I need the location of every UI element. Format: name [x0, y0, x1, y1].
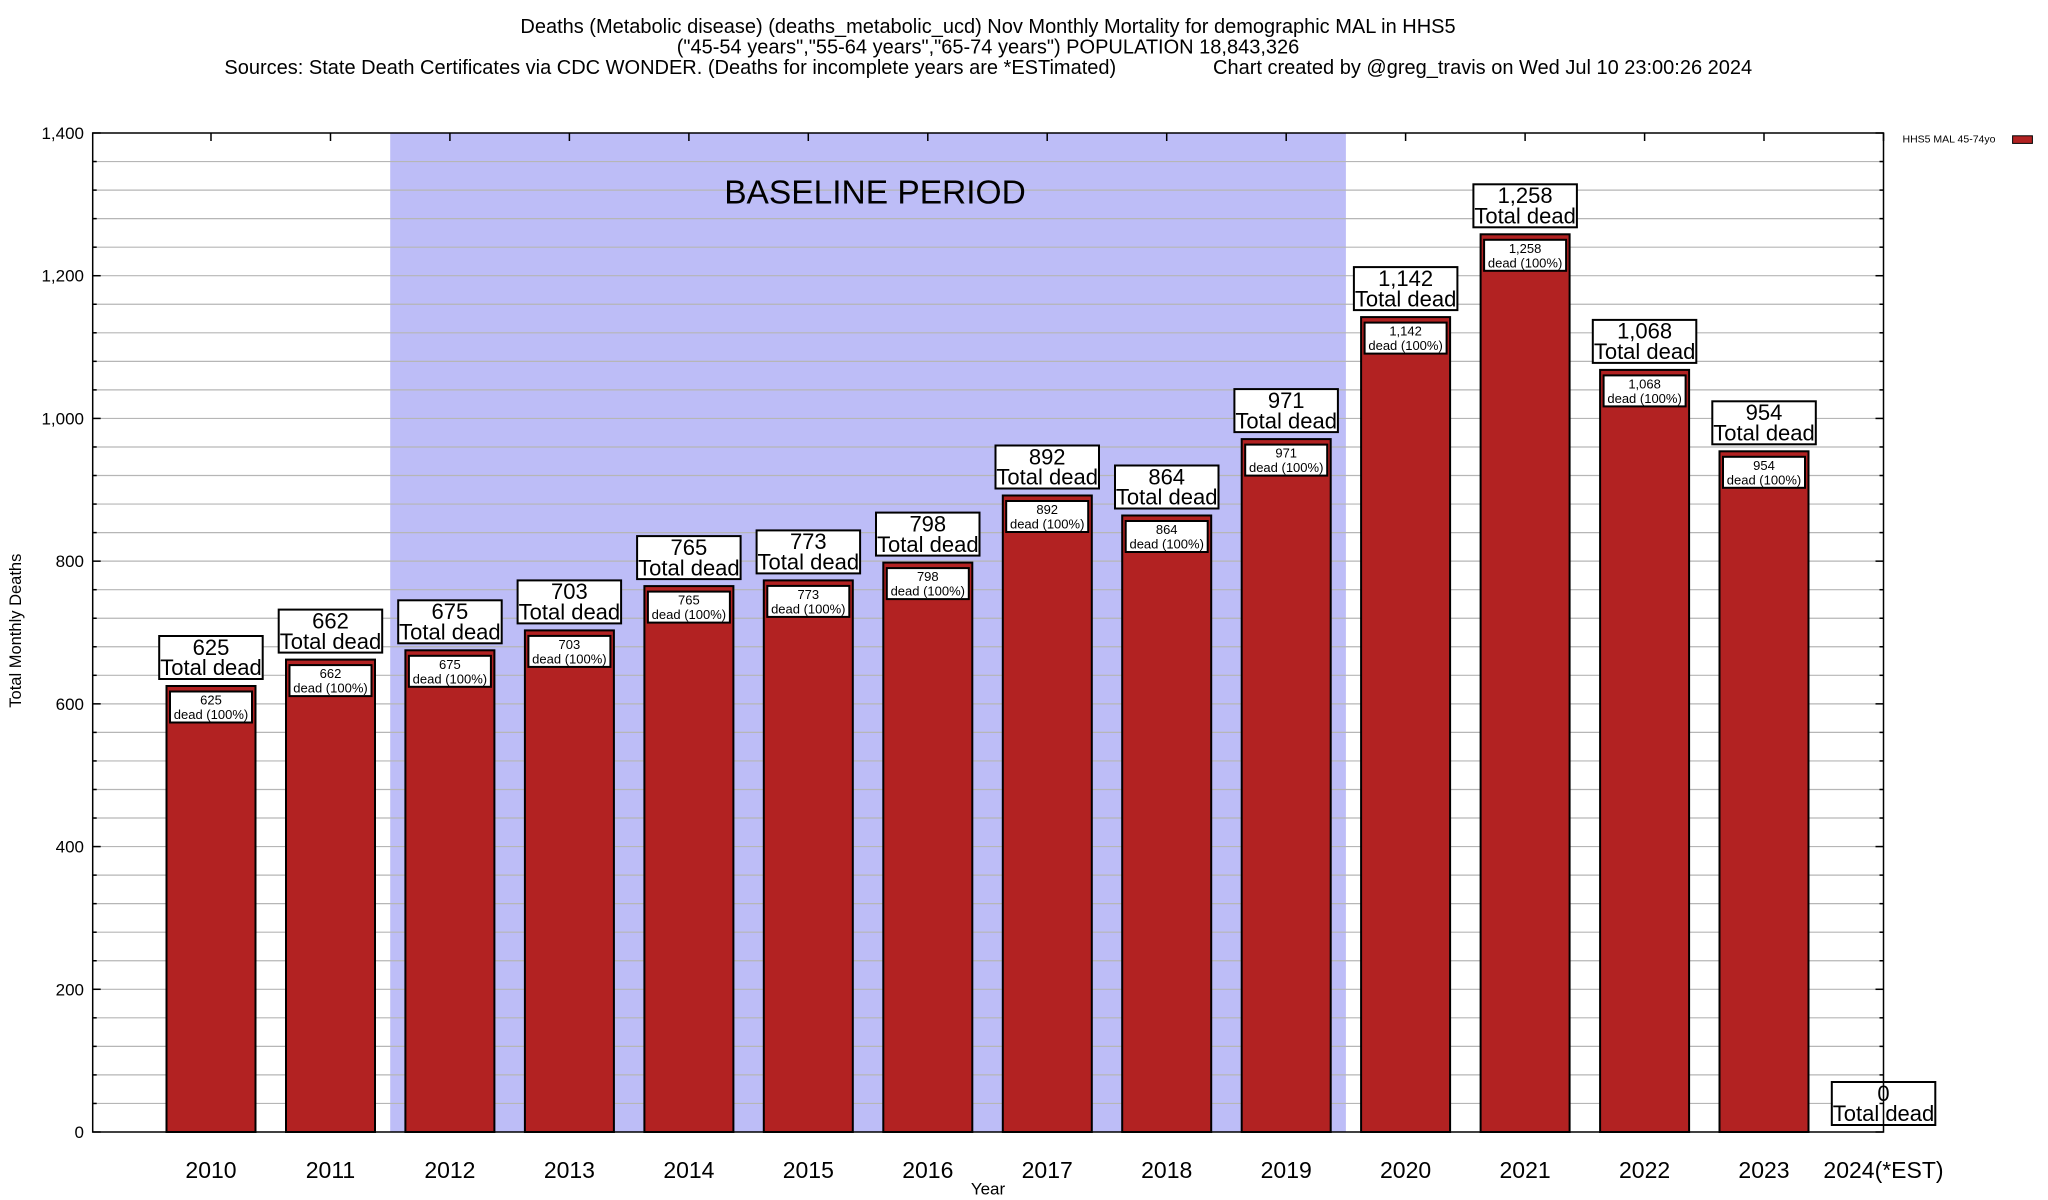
svg-text:2021: 2021 — [1500, 1157, 1551, 1183]
svg-text:662: 662 — [312, 608, 349, 633]
svg-text:Total dead: Total dead — [877, 532, 979, 557]
svg-text:2018: 2018 — [1141, 1157, 1192, 1183]
svg-text:Total dead: Total dead — [519, 600, 621, 625]
svg-text:dead (100%): dead (100%) — [174, 707, 248, 722]
svg-text:BASELINE PERIOD: BASELINE PERIOD — [724, 174, 1026, 211]
svg-text:773: 773 — [790, 529, 827, 554]
svg-text:675: 675 — [432, 599, 469, 624]
svg-text:dead (100%): dead (100%) — [532, 652, 606, 667]
svg-text:765: 765 — [671, 535, 708, 560]
svg-text:Total dead: Total dead — [1116, 485, 1218, 510]
svg-text:1,142: 1,142 — [1389, 324, 1422, 339]
svg-text:2023: 2023 — [1738, 1157, 1789, 1183]
svg-text:864: 864 — [1148, 464, 1185, 489]
svg-text:Total dead: Total dead — [399, 620, 501, 645]
svg-text:2022: 2022 — [1619, 1157, 1670, 1183]
svg-text:954: 954 — [1753, 458, 1775, 473]
svg-text:200: 200 — [56, 980, 84, 999]
svg-text:dead (100%): dead (100%) — [413, 671, 487, 686]
svg-text:2013: 2013 — [544, 1157, 595, 1183]
svg-text:2016: 2016 — [902, 1157, 953, 1183]
svg-text:2017: 2017 — [1022, 1157, 1073, 1183]
svg-text:2024(*EST): 2024(*EST) — [1823, 1157, 1943, 1183]
svg-text:Deaths (Metabolic disease) (de: Deaths (Metabolic disease) (deaths_metab… — [520, 16, 1455, 38]
svg-text:703: 703 — [551, 579, 588, 604]
svg-text:703: 703 — [559, 637, 581, 652]
svg-text:892: 892 — [1036, 502, 1058, 517]
svg-text:dead (100%): dead (100%) — [652, 607, 726, 622]
svg-text:Total dead: Total dead — [638, 555, 740, 580]
svg-text:Total Monthly Deaths: Total Monthly Deaths — [7, 554, 25, 708]
svg-text:dead (100%): dead (100%) — [891, 584, 965, 599]
svg-text:1,068: 1,068 — [1628, 376, 1661, 391]
svg-text:Total dead: Total dead — [1713, 421, 1815, 446]
svg-text:2015: 2015 — [783, 1157, 834, 1183]
svg-text:798: 798 — [909, 511, 946, 536]
svg-text:892: 892 — [1029, 444, 1066, 469]
svg-text:2010: 2010 — [185, 1157, 236, 1183]
svg-text:954: 954 — [1746, 400, 1783, 425]
svg-text:Total dead: Total dead — [1474, 204, 1576, 229]
svg-text:Chart created by @greg_travis: Chart created by @greg_travis on Wed Jul… — [1213, 57, 1752, 79]
svg-text:2019: 2019 — [1261, 1157, 1312, 1183]
svg-text:dead (100%): dead (100%) — [1368, 338, 1442, 353]
svg-text:dead (100%): dead (100%) — [1488, 255, 1562, 270]
svg-text:864: 864 — [1156, 522, 1178, 537]
svg-text:dead (100%): dead (100%) — [1129, 537, 1203, 552]
svg-text:2020: 2020 — [1380, 1157, 1431, 1183]
svg-text:1,142: 1,142 — [1378, 266, 1433, 291]
svg-text:dead (100%): dead (100%) — [1607, 391, 1681, 406]
svg-text:HHS5 MAL 45-74yo: HHS5 MAL 45-74yo — [1903, 134, 1996, 146]
svg-text:2014: 2014 — [663, 1157, 714, 1183]
svg-text:1,068: 1,068 — [1617, 319, 1672, 344]
svg-text:800: 800 — [56, 552, 84, 571]
svg-text:("45-54 years","55-64 years",": ("45-54 years","55-64 years","65-74 year… — [677, 37, 1300, 59]
svg-text:Total dead: Total dead — [280, 629, 382, 654]
svg-text:Total dead: Total dead — [996, 465, 1098, 490]
svg-text:971: 971 — [1275, 446, 1297, 461]
svg-text:2012: 2012 — [424, 1157, 475, 1183]
svg-text:Total dead: Total dead — [1594, 339, 1696, 364]
svg-text:400: 400 — [56, 838, 84, 857]
svg-text:dead (100%): dead (100%) — [1249, 460, 1323, 475]
svg-text:dead (100%): dead (100%) — [771, 602, 845, 617]
svg-text:Total dead: Total dead — [758, 550, 860, 575]
svg-text:dead (100%): dead (100%) — [1727, 472, 1801, 487]
svg-text:600: 600 — [56, 695, 84, 714]
svg-text:Total dead: Total dead — [1355, 286, 1457, 311]
svg-text:1,258: 1,258 — [1509, 241, 1542, 256]
svg-text:773: 773 — [797, 587, 819, 602]
svg-text:662: 662 — [320, 666, 342, 681]
svg-text:971: 971 — [1268, 388, 1305, 413]
svg-text:Sources: State Death Certifica: Sources: State Death Certificates via CD… — [224, 57, 1116, 79]
svg-text:625: 625 — [193, 635, 230, 660]
svg-text:2011: 2011 — [306, 1157, 355, 1183]
svg-text:0: 0 — [75, 1123, 84, 1142]
svg-text:Total dead: Total dead — [160, 655, 262, 680]
svg-text:dead (100%): dead (100%) — [293, 681, 367, 696]
svg-text:625: 625 — [200, 693, 222, 708]
svg-text:1,200: 1,200 — [41, 267, 84, 286]
svg-text:675: 675 — [439, 657, 461, 672]
svg-text:dead (100%): dead (100%) — [1010, 517, 1084, 532]
svg-text:Year: Year — [971, 1179, 1006, 1198]
svg-text:1,258: 1,258 — [1498, 183, 1553, 208]
svg-text:1,400: 1,400 — [41, 124, 84, 143]
svg-text:765: 765 — [678, 593, 700, 608]
svg-text:Total dead: Total dead — [1235, 408, 1337, 433]
svg-text:798: 798 — [917, 569, 939, 584]
svg-text:1,000: 1,000 — [41, 409, 84, 428]
